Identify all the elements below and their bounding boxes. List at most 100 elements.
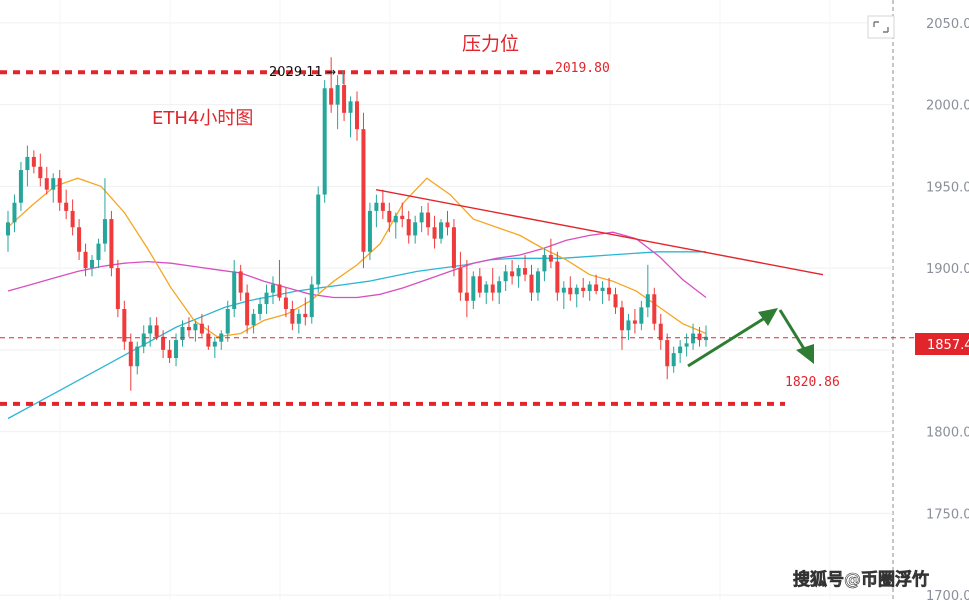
- candle: [51, 173, 56, 203]
- candle-body: [632, 320, 637, 324]
- candle: [225, 300, 230, 342]
- candle: [322, 80, 327, 203]
- candle: [83, 243, 88, 277]
- candle-body: [128, 341, 133, 367]
- down-arrow-line: [778, 309, 808, 353]
- candle-body: [212, 341, 217, 347]
- y-tick-label: 1950.0: [926, 180, 969, 195]
- candle: [619, 300, 624, 350]
- candle-body: [70, 210, 75, 228]
- down-arrow-icon: [796, 344, 814, 364]
- candle-body: [535, 271, 540, 293]
- candle: [238, 264, 243, 301]
- support-price-label: 1820.86: [785, 375, 840, 390]
- candle: [419, 205, 424, 233]
- candle: [245, 284, 250, 334]
- candle-body: [665, 340, 670, 367]
- candle-body: [115, 268, 120, 309]
- grid-lines: [0, 0, 894, 600]
- candle-body: [671, 353, 676, 367]
- candle-body: [600, 287, 605, 292]
- candle: [64, 189, 69, 220]
- candle-body: [503, 271, 508, 282]
- candle: [109, 210, 114, 277]
- high-arrow-icon: →: [326, 65, 336, 79]
- candle: [400, 202, 405, 228]
- candle: [645, 264, 650, 318]
- trend-line: [375, 188, 824, 276]
- candle-body: [161, 336, 166, 350]
- candle: [186, 317, 191, 337]
- y-tick-label: 2000.0: [926, 99, 969, 114]
- candle-body: [419, 212, 424, 223]
- candle-body: [445, 222, 450, 228]
- candle-body: [167, 349, 172, 359]
- candle-body: [25, 156, 30, 171]
- candle-body: [193, 323, 198, 331]
- candle: [258, 297, 263, 321]
- candle-body: [613, 294, 618, 308]
- candle: [270, 276, 275, 305]
- candle: [264, 284, 269, 314]
- candle-body: [135, 346, 140, 367]
- up-arrow-line: [687, 314, 769, 368]
- candle: [406, 210, 411, 244]
- candle: [691, 323, 696, 350]
- candle: [193, 320, 198, 342]
- watermark: 搜狐号@币圈浮竹: [793, 569, 929, 590]
- candle: [626, 313, 631, 341]
- candle-body: [387, 210, 392, 223]
- candle: [413, 215, 418, 244]
- candle: [503, 264, 508, 292]
- candle-body: [102, 219, 107, 244]
- candle-body: [652, 294, 657, 324]
- candle-body: [64, 202, 69, 211]
- candle: [432, 215, 437, 249]
- candle: [283, 287, 288, 318]
- high-price-label: 2029.11: [269, 65, 323, 80]
- candle-body: [316, 194, 321, 285]
- moving-average-lines: [7, 177, 707, 420]
- candle: [154, 317, 159, 341]
- candle-body: [587, 284, 592, 292]
- candle: [367, 202, 372, 260]
- candle: [451, 219, 456, 277]
- candle-body: [400, 215, 405, 220]
- candle-body: [290, 308, 295, 324]
- candle-body: [199, 323, 204, 334]
- candle: [658, 313, 663, 350]
- candle-body: [432, 227, 437, 239]
- candle-body: [148, 325, 153, 334]
- candle: [303, 297, 308, 326]
- candle: [497, 276, 502, 305]
- y-axis: 2050.02000.01950.01900.01850.01800.01750…: [926, 17, 969, 600]
- candle: [70, 199, 75, 236]
- candle-body: [380, 202, 385, 211]
- candle-body: [678, 346, 683, 354]
- resistance-label: 压力位: [462, 33, 519, 55]
- expand-icon[interactable]: [867, 15, 895, 39]
- candle: [12, 194, 17, 233]
- candle: [374, 194, 379, 228]
- candle-body: [658, 323, 663, 341]
- candle-body: [219, 333, 224, 342]
- candle-body: [283, 297, 288, 309]
- candle-body: [451, 227, 456, 269]
- candle: [535, 268, 540, 301]
- candle: [251, 308, 256, 334]
- candle: [115, 259, 120, 318]
- candle-body: [141, 333, 146, 347]
- candle: [25, 145, 30, 187]
- candle-body: [51, 178, 56, 190]
- candle: [174, 333, 179, 367]
- candle-body: [697, 333, 702, 341]
- candle: [574, 284, 579, 308]
- candle-body: [38, 166, 43, 179]
- current-price-badge: 1857.4: [915, 333, 969, 355]
- candle-body: [367, 210, 372, 252]
- candle-body: [581, 287, 586, 292]
- candle: [471, 271, 476, 309]
- candle: [678, 340, 683, 363]
